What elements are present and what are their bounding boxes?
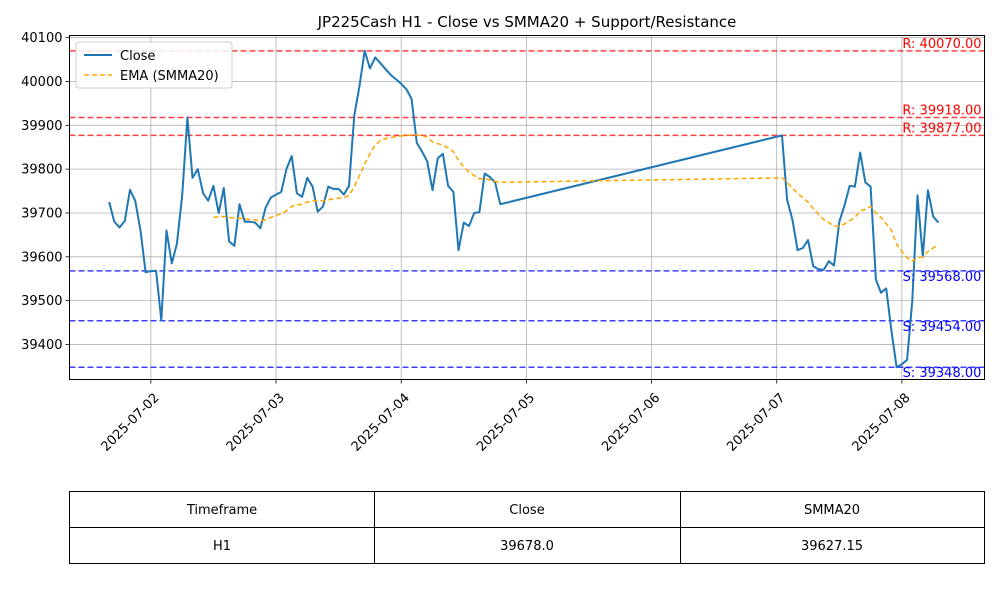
support-label: S: 39454.00 — [903, 320, 982, 335]
chart-title: JP225Cash H1 - Close vs SMMA20 + Support… — [317, 13, 737, 31]
y-tick-label: 39400 — [21, 338, 62, 353]
level-labels: R: 40070.00 R: 39918.00 R: 39877.00 S: 3956… — [902, 37, 981, 381]
close-series-line — [108, 49, 940, 369]
y-tick-label: 39700 — [21, 206, 62, 221]
y-tick-label: 39800 — [21, 163, 62, 178]
series-lines — [108, 49, 940, 369]
table-header-close: Close — [509, 503, 544, 518]
resistance-label: R: 39918.00 — [902, 103, 981, 118]
y-tick-label: 39500 — [21, 294, 62, 309]
table-cell-smma20: 39627.15 — [801, 539, 863, 554]
plot-frame — [69, 35, 985, 380]
resistance-label: R: 39877.00 — [902, 121, 981, 136]
legend-box — [75, 41, 233, 89]
legend: Close EMA (SMMA20) — [75, 41, 233, 89]
grid — [69, 35, 985, 380]
y-tick-label: 39600 — [21, 250, 62, 265]
smma20-series-line — [213, 134, 939, 262]
legend-label-smma20: EMA (SMMA20) — [120, 69, 219, 84]
resistance-label: R: 40070.00 — [902, 37, 981, 52]
y-axis: 39400 39500 39600 39700 39800 39900 40000 40100 — [21, 31, 70, 353]
y-tick-label: 40000 — [21, 75, 62, 90]
table-cell-timeframe: H1 — [213, 539, 231, 554]
y-tick-label: 39900 — [21, 119, 62, 134]
support-label: S: 39568.00 — [903, 270, 982, 285]
y-tick-label: 40100 — [21, 31, 62, 46]
legend-label-close: Close — [120, 49, 155, 64]
summary-table: Timeframe Close SMMA20 H1 39678.0 39627.… — [69, 491, 985, 564]
table-cell-close: 39678.0 — [500, 539, 554, 554]
support-label: S: 39348.00 — [903, 366, 982, 381]
table-header-smma20: SMMA20 — [804, 503, 860, 518]
table-header-timeframe: Timeframe — [186, 503, 257, 518]
